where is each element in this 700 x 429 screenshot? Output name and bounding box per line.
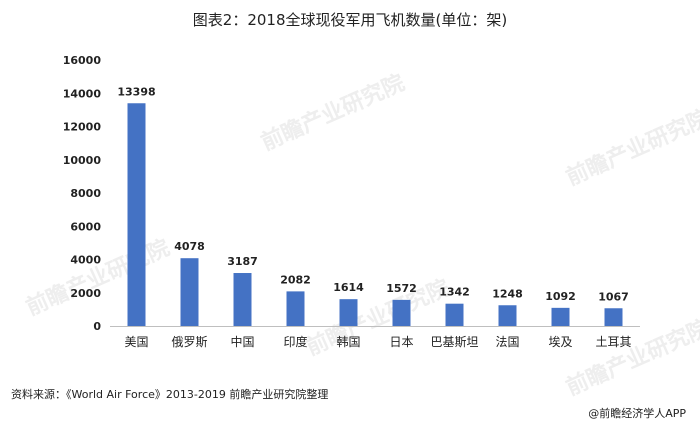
x-tick-label: 中国: [230, 334, 254, 349]
bar: [233, 273, 252, 326]
bar: [604, 308, 623, 326]
y-tick-label: 10000: [63, 154, 102, 167]
data-label: 1614: [333, 281, 364, 294]
data-label: 3187: [227, 255, 258, 268]
bar: [286, 291, 305, 326]
y-tick-label: 2000: [70, 287, 101, 300]
chart-title: 图表2：2018全球现役军用飞机数量(单位：架): [192, 11, 508, 29]
data-label: 1092: [545, 290, 576, 303]
bar: [392, 299, 411, 326]
source-note: 资料来源：《World Air Force》2013-2019 前瞻产业研究院整…: [11, 388, 329, 401]
data-label: 1248: [492, 287, 523, 300]
data-label: 1572: [386, 282, 417, 295]
y-tick-label: 12000: [63, 121, 102, 134]
y-tick-label: 14000: [63, 87, 102, 100]
data-label: 1067: [598, 290, 629, 303]
x-tick-label: 土耳其: [595, 335, 631, 349]
y-tick-label: 8000: [70, 187, 101, 200]
x-tick-label: 韩国: [336, 334, 360, 349]
y-tick-label: 4000: [70, 254, 101, 267]
bar: [180, 258, 199, 326]
bar: [127, 103, 146, 327]
x-tick-label: 美国: [124, 335, 148, 349]
x-tick-label: 巴基斯坦: [430, 335, 478, 349]
data-label: 1342: [439, 286, 470, 299]
y-tick-label: 6000: [70, 220, 101, 233]
bar: [445, 303, 464, 326]
bar: [498, 305, 517, 326]
x-tick-label: 俄罗斯: [171, 335, 207, 349]
y-tick-label: 16000: [63, 54, 102, 67]
bar: [551, 307, 570, 326]
credit-note: @前瞻经济学人APP: [588, 407, 686, 420]
data-label: 4078: [174, 240, 205, 253]
x-tick-label: 日本: [389, 335, 413, 349]
x-tick-label: 埃及: [548, 335, 572, 349]
x-tick-label: 法国: [495, 335, 519, 349]
data-label: 2082: [280, 273, 311, 286]
y-tick-label: 0: [93, 320, 101, 333]
x-tick-label: 印度: [283, 334, 307, 349]
data-label: 13398: [117, 85, 155, 98]
bar: [339, 299, 358, 326]
